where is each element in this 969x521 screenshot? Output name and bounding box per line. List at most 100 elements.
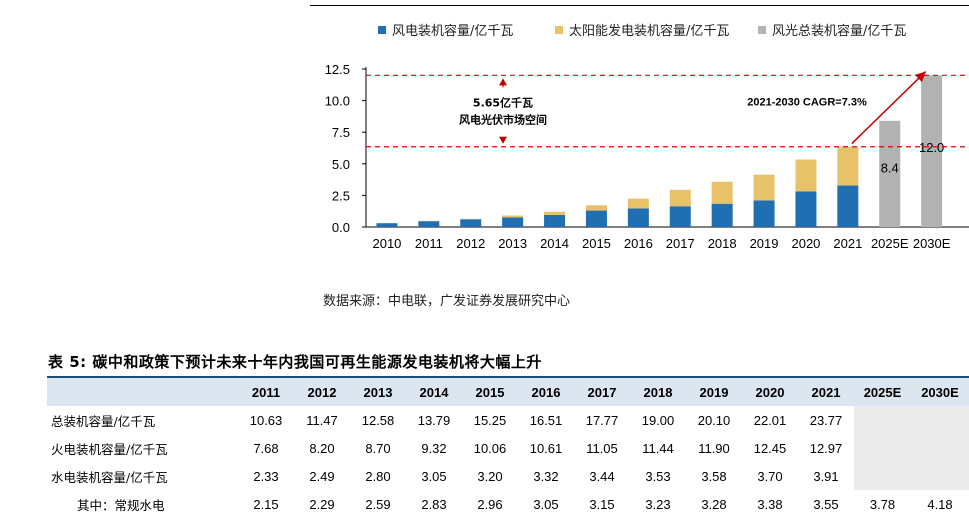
- y-tick-label: 7.5: [332, 125, 350, 140]
- table-cell-empty: [911, 462, 969, 490]
- y-tick-label: 5.0: [332, 157, 350, 172]
- bar-segment: [795, 159, 817, 192]
- table-cell-empty: [854, 462, 911, 490]
- bar-segment: [711, 203, 733, 227]
- table-cell: 2.59: [365, 496, 391, 512]
- x-tick-label: 2011: [415, 236, 443, 251]
- gap-annotation-line2: 风电光伏市场空间: [459, 112, 547, 126]
- x-tick-label: 2019: [750, 236, 779, 251]
- bar-segment: [669, 189, 691, 207]
- bar-segment: [837, 146, 859, 186]
- table-cell: 11.47: [306, 412, 338, 428]
- table-row: 水电装机容量/亿千瓦 2.33 2.49 2.80 3.05 3.20 3.32…: [47, 462, 969, 490]
- bar-data-label: 8.4: [881, 161, 899, 176]
- bar-segment: [418, 221, 440, 227]
- x-tick-label: 2017: [666, 236, 695, 251]
- x-tick-label: 2010: [372, 236, 401, 251]
- table-cell: 10.06: [473, 440, 507, 456]
- table-cell: 3.32: [533, 468, 559, 484]
- x-tick-label: 2013: [498, 236, 527, 251]
- table-cell: 15.25: [473, 412, 507, 428]
- bar-data-label: 12.0: [919, 140, 944, 155]
- row-label: 水电装机容量/亿千瓦: [51, 469, 168, 485]
- table-header-cell: 2018: [630, 378, 686, 406]
- table-cell: 8.70: [365, 440, 391, 456]
- legend-label: 风光总装机容量/亿千瓦: [772, 23, 906, 39]
- x-tick-label: 2015: [582, 236, 611, 251]
- table-cell: 2.96: [477, 496, 503, 512]
- table-header-cell: 2016: [518, 378, 574, 406]
- y-tick-label: 12.5: [325, 62, 350, 77]
- table-cell: 3.20: [477, 468, 503, 484]
- cagr-annotation: 2021-2030 CAGR=7.3%: [747, 97, 867, 109]
- table-cell: 3.05: [421, 468, 447, 484]
- x-tick-label: 2021: [833, 236, 862, 251]
- table-cell: 4.18: [927, 496, 953, 512]
- bar-segment: [669, 206, 691, 227]
- bar-segment: [711, 181, 733, 204]
- legend-label: 风电装机容量/亿千瓦: [392, 23, 513, 39]
- table-header-cell: 2014: [406, 378, 462, 406]
- gap-annotation-line1: 5.65亿千瓦: [473, 95, 533, 109]
- bar-segment: [837, 185, 859, 227]
- bar-segment: [460, 218, 482, 220]
- table-header-cell: 2030E: [911, 378, 969, 406]
- table-cell: 3.78: [869, 496, 896, 512]
- table-cell: 3.70: [757, 468, 783, 484]
- table-cell: 10.63: [249, 412, 283, 428]
- table-cell: 3.05: [533, 496, 559, 512]
- table-cell: 22.01: [753, 412, 787, 428]
- bar-segment: [879, 120, 901, 227]
- x-tick-label: 2020: [791, 236, 820, 251]
- table-cell: 3.15: [589, 496, 615, 512]
- table-cell: 2.15: [253, 496, 279, 512]
- bar-segment: [544, 214, 566, 227]
- x-tick-label: 2012: [456, 236, 485, 251]
- table-cell: 2.49: [309, 468, 335, 484]
- table-cell: 7.68: [253, 440, 279, 456]
- bar-segment: [376, 223, 398, 227]
- table-cell: 17.77: [585, 412, 619, 428]
- bar-segment: [460, 219, 482, 227]
- table-header-cell: 2019: [686, 378, 742, 406]
- table-cell-empty: [854, 434, 911, 462]
- table-header-cell: 2020: [742, 378, 798, 406]
- gap-arrow-down-icon: [499, 136, 507, 144]
- growth-arrow-line: [851, 70, 927, 145]
- table-cell: 3.53: [645, 468, 671, 484]
- table-header-cell: 2015: [462, 378, 518, 406]
- bar-segment: [627, 208, 649, 227]
- table-cell: 9.32: [421, 440, 447, 456]
- table-cell: 2.80: [365, 468, 391, 484]
- table-header-cell: 2011: [238, 378, 294, 406]
- bar-segment: [502, 217, 524, 227]
- table-header-cell: 2021: [798, 378, 854, 406]
- gap-arrow-up-icon: [499, 78, 507, 86]
- bar-segment: [753, 200, 775, 227]
- bar-segment: [585, 205, 607, 211]
- table-header-corner: [47, 378, 238, 406]
- table-header-cell: 2017: [574, 378, 630, 406]
- table-cell: 19.00: [641, 412, 675, 428]
- table-cell: 20.10: [697, 412, 731, 428]
- table-cell: 2.29: [309, 496, 335, 512]
- table-cell: 11.44: [642, 440, 674, 456]
- table-header-row: 2011 2012 2013 2014 2015 2016 2017 2018 …: [47, 378, 969, 406]
- bar-segment: [921, 75, 943, 227]
- table-cell: 3.28: [701, 496, 727, 512]
- row-label: 总装机容量/亿千瓦: [51, 413, 156, 429]
- table-cell: 3.58: [701, 468, 727, 484]
- y-tick-label: 2.5: [332, 188, 350, 203]
- table-cell-empty: [854, 406, 911, 434]
- table-row: 总装机容量/亿千瓦 10.63 11.47 12.58 13.79 15.25 …: [47, 406, 969, 434]
- bar-segment: [795, 191, 817, 227]
- table-cell-empty: [911, 434, 969, 462]
- bar-segment: [544, 211, 566, 215]
- table-cell: 8.20: [309, 440, 335, 456]
- x-tick-label: 2025E: [871, 236, 909, 251]
- legend-swatch: [555, 26, 563, 34]
- legend-swatch: [378, 26, 386, 34]
- x-tick-label: 2030E: [913, 236, 951, 251]
- table-cell-empty: [911, 406, 969, 434]
- table-cell: 12.58: [361, 412, 395, 428]
